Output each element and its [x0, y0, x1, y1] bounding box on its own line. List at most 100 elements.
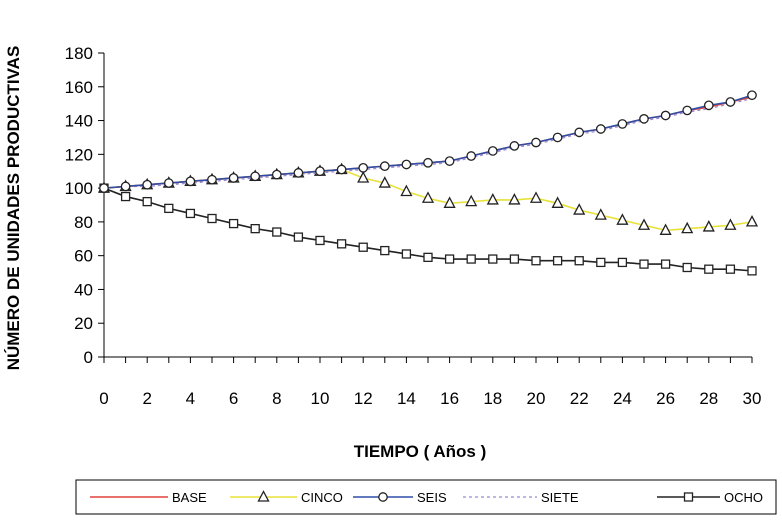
point-seis: [747, 90, 757, 101]
x-tick-label: 8: [272, 389, 281, 408]
point-seis: [99, 183, 109, 193]
point-cinco: [443, 196, 456, 208]
point-ocho: [725, 264, 736, 274]
point-ocho: [747, 266, 757, 276]
point-cinco: [508, 193, 521, 205]
x-tick-label: 12: [354, 389, 373, 408]
point-seis: [293, 168, 304, 178]
point-ocho: [574, 256, 584, 266]
point-seis: [315, 166, 325, 177]
point-cinco: [529, 191, 543, 203]
point-ocho: [466, 254, 476, 264]
y-tick-label: 140: [65, 112, 93, 131]
x-tick-label: 22: [570, 389, 589, 408]
series-line-siete: [103, 97, 753, 189]
point-seis: [163, 178, 174, 188]
y-tick-label: 0: [84, 348, 93, 367]
point-ocho: [315, 235, 325, 246]
legend-label-cinco: CINCO: [301, 490, 343, 505]
y-tick-label: 40: [74, 280, 93, 299]
point-cinco: [702, 220, 715, 232]
point-cinco: [400, 184, 413, 197]
point-seis: [401, 159, 412, 170]
legend-marker-seis: [378, 492, 388, 502]
point-cinco: [465, 194, 478, 207]
x-tick-label: 30: [743, 389, 762, 408]
point-seis: [120, 181, 131, 192]
point-seis: [444, 156, 455, 166]
x-tick-label: 18: [483, 389, 502, 408]
y-tick-label: 80: [74, 213, 93, 232]
point-seis: [185, 176, 196, 187]
series-line-seis: [103, 94, 753, 189]
point-seis: [487, 146, 498, 156]
point-ocho: [552, 256, 563, 266]
legend-label-siete: SIETE: [541, 490, 579, 505]
point-ocho: [509, 254, 520, 264]
point-ocho: [639, 259, 649, 269]
legend-label-ocho: OCHO: [724, 490, 763, 505]
point-ocho: [250, 223, 260, 234]
point-seis: [509, 141, 520, 151]
x-tick-label: 28: [699, 389, 718, 408]
point-ocho: [704, 264, 714, 274]
point-cinco: [637, 218, 651, 230]
x-tick-label: 24: [613, 389, 632, 408]
point-seis: [639, 114, 649, 124]
point-cinco: [681, 221, 694, 234]
point-seis: [271, 169, 282, 180]
point-seis: [336, 164, 347, 175]
point-seis: [379, 161, 390, 172]
x-tick-label: 14: [397, 389, 416, 408]
y-axis-title: NÚMERO DE UNIDADES PRODUCTIVAS: [4, 46, 23, 371]
series-line-base: [103, 96, 753, 189]
point-ocho: [336, 239, 347, 249]
x-tick-label: 26: [656, 389, 675, 408]
point-ocho: [401, 249, 412, 259]
x-tick-label: 4: [186, 389, 195, 408]
point-ocho: [228, 218, 239, 229]
x-tick-label: 20: [527, 389, 546, 408]
point-seis: [358, 162, 369, 173]
point-cinco: [616, 213, 629, 225]
legend-label-base: BASE: [172, 490, 207, 505]
x-tick-label: 10: [311, 389, 330, 408]
legend-marker-cinco: [257, 490, 270, 502]
point-ocho: [207, 213, 217, 224]
point-seis: [207, 174, 217, 185]
y-tick-label: 120: [65, 145, 93, 164]
point-ocho: [660, 259, 671, 269]
point-ocho: [380, 245, 390, 256]
point-ocho: [142, 196, 152, 207]
point-seis: [574, 127, 585, 138]
point-cinco: [486, 193, 499, 205]
x-tick-label: 6: [229, 389, 238, 408]
point-seis: [531, 137, 541, 148]
legend-marker-ocho: [683, 492, 694, 502]
y-tick-label: 20: [74, 314, 93, 333]
point-ocho: [358, 242, 368, 252]
point-cinco: [745, 214, 759, 227]
point-ocho: [164, 203, 174, 214]
point-cinco: [551, 196, 564, 208]
point-seis: [682, 105, 693, 116]
point-seis: [250, 171, 261, 182]
y-tick-label: 100: [65, 179, 93, 198]
point-ocho: [596, 257, 606, 268]
y-tick-label: 160: [65, 78, 93, 97]
point-ocho: [617, 257, 628, 268]
point-cinco: [421, 191, 435, 203]
legend-label-seis: SEIS: [417, 490, 447, 505]
point-seis: [466, 151, 477, 161]
point-seis: [703, 100, 714, 111]
x-tick-label: 2: [142, 389, 151, 408]
x-tick-label: 16: [440, 389, 459, 408]
point-ocho: [682, 262, 692, 273]
point-seis: [423, 157, 433, 168]
point-ocho: [531, 256, 541, 266]
point-ocho: [120, 191, 131, 202]
point-seis: [595, 124, 606, 134]
point-seis: [228, 173, 239, 183]
